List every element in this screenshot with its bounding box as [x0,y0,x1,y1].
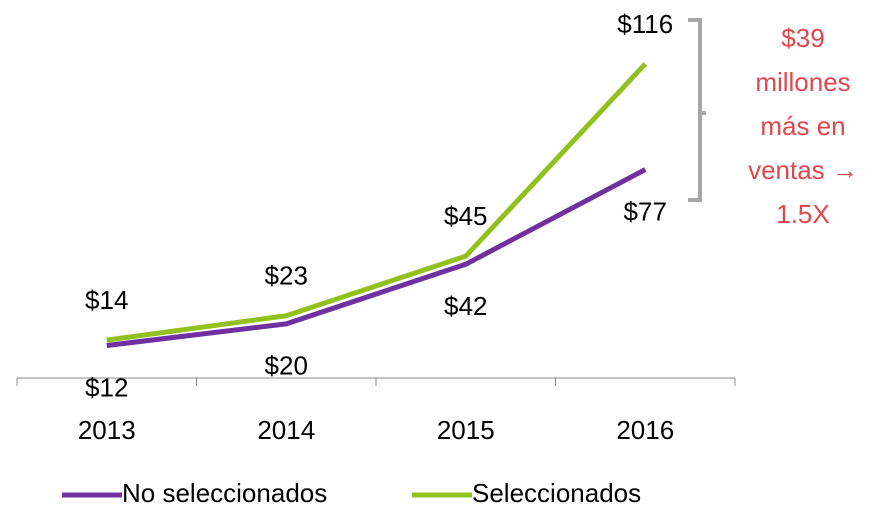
data-label: $23 [265,261,308,291]
data-label: $116 [617,9,673,39]
x-tick-label: 2016 [616,415,674,445]
data-label: $12 [85,372,128,402]
data-label: $20 [265,351,308,381]
x-tick-label: 2015 [437,415,495,445]
data-label: $77 [624,196,667,226]
x-tick-label: 2013 [78,415,136,445]
series-line [106,167,647,348]
series-line [106,62,648,343]
data-label: $42 [444,291,487,321]
x-tick-label: 2014 [257,415,315,445]
annotation: más en [760,111,845,141]
annotation: $39 [781,23,824,53]
bracket [688,18,706,202]
legend-label: Seleccionados [472,478,641,508]
legend-label: No seleccionados [122,478,327,508]
annotation: millones [755,67,850,97]
annotation: 1.5X [776,199,830,229]
data-label: $14 [85,285,128,315]
annotation: ventas → [748,155,858,185]
data-label: $45 [444,201,487,231]
